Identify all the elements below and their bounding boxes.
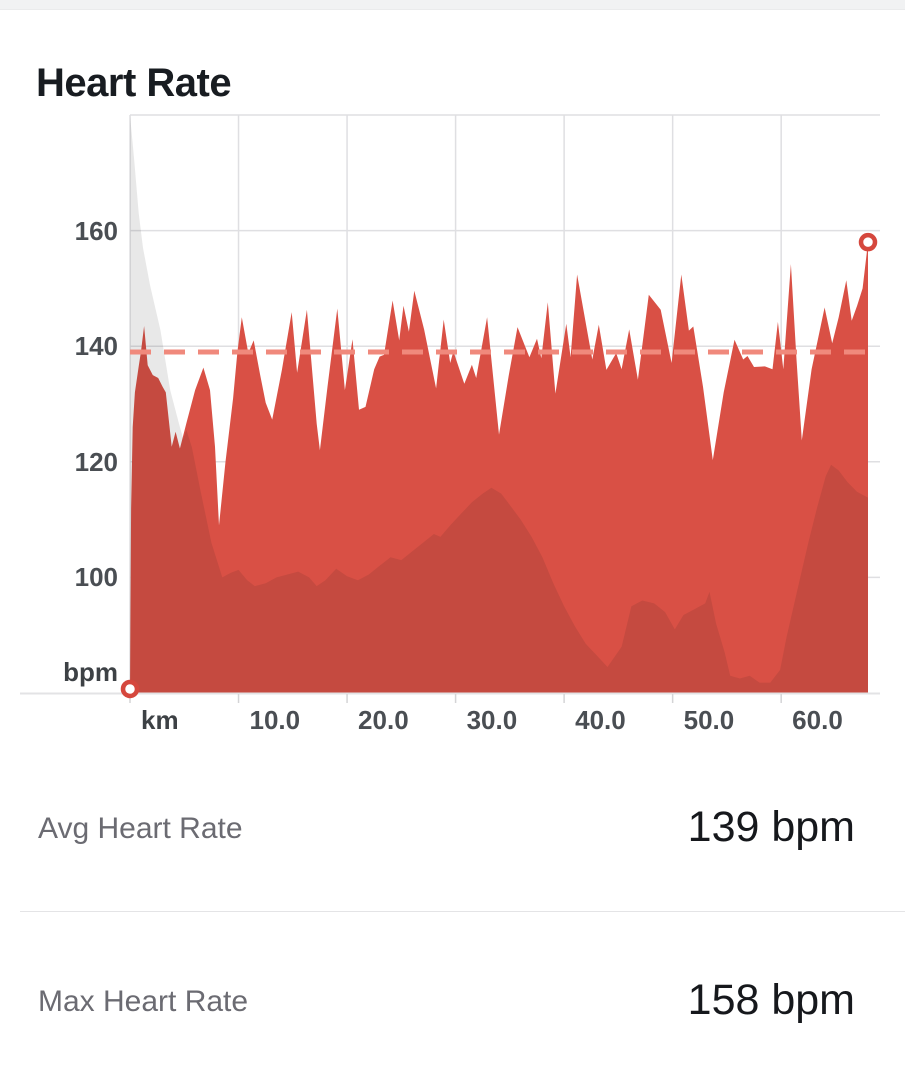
heart-rate-area bbox=[130, 242, 868, 693]
elevation-profile-overlay bbox=[130, 115, 868, 693]
heart-rate-chart-canvas[interactable] bbox=[0, 0, 905, 765]
x-tick-label-30.0: 30.0 bbox=[466, 705, 518, 735]
heart-rate-chart[interactable]: km 10.0 20.0 30.0 40.0 50.0 60.0 100 120 140 160 bp… bbox=[0, 0, 905, 765]
x-tick-label-60.0: 60.0 bbox=[792, 705, 843, 735]
x-tick-label-10.0: 10.0 bbox=[249, 705, 301, 735]
y-tick-label-160: 160 bbox=[74, 215, 118, 246]
max-heart-rate-row: Max Heart Rate 158 bpm bbox=[0, 912, 905, 1080]
start-point-marker[interactable] bbox=[120, 679, 140, 699]
stats-divider bbox=[20, 911, 905, 912]
x-axis-unit-label: km bbox=[141, 705, 179, 735]
max-heart-rate-label: Max Heart Rate bbox=[38, 985, 249, 1018]
y-tick-label-120: 120 bbox=[74, 446, 118, 477]
x-tick-label-40.0: 40.0 bbox=[575, 705, 626, 735]
y-tick-label-100: 100 bbox=[74, 562, 118, 593]
y-axis-unit-label: bpm bbox=[63, 657, 118, 687]
x-tick-label-50.0: 50.0 bbox=[683, 705, 735, 735]
page-title: Heart Rate bbox=[36, 60, 232, 105]
avg-heart-rate-label: Avg Heart Rate bbox=[38, 812, 243, 845]
max-heart-rate-value: 158 bpm bbox=[687, 976, 855, 1024]
y-tick-label-140: 140 bbox=[74, 331, 118, 362]
end-point-marker[interactable] bbox=[858, 232, 878, 252]
x-tick-label-20.0: 20.0 bbox=[358, 705, 409, 735]
avg-heart-rate-value: 139 bpm bbox=[687, 803, 855, 851]
top-edge-strip bbox=[0, 0, 905, 10]
avg-heart-rate-row: Avg Heart Rate 139 bpm bbox=[0, 760, 905, 911]
